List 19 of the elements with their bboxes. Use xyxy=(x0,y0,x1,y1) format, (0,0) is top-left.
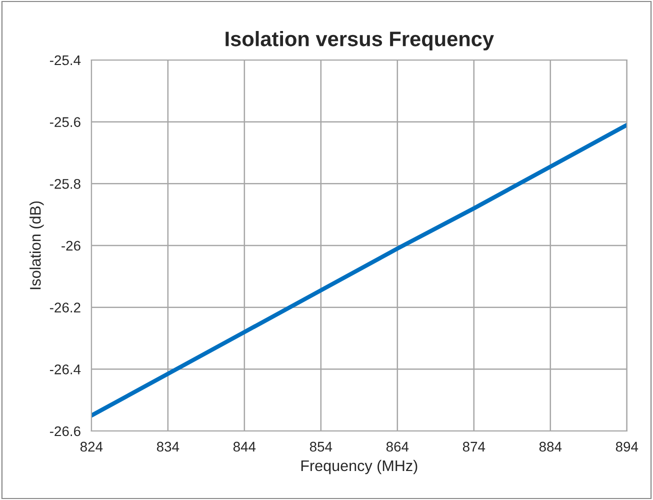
x-tick-label: 834 xyxy=(156,442,180,452)
x-tick-label: 894 xyxy=(616,442,638,452)
y-tick-label: -25.4 xyxy=(50,55,81,66)
x-axis-title: Frequency (MHz) xyxy=(301,460,418,474)
y-tick-label: -26.2 xyxy=(50,302,80,313)
x-tick-label: 824 xyxy=(80,442,103,452)
chart-title: Isolation versus Frequency xyxy=(226,31,494,50)
y-axis-title: Isolation (dB) xyxy=(30,201,44,290)
x-tick-label: 874 xyxy=(462,442,486,452)
x-tick-label: 864 xyxy=(386,442,409,452)
x-tick-label: 854 xyxy=(310,442,332,452)
y-tick-label: -26.4 xyxy=(50,364,81,374)
y-tick-label: -26.6 xyxy=(50,426,80,436)
y-tick-label: -26 xyxy=(62,240,80,251)
y-tick-label: -25.8 xyxy=(50,179,80,189)
y-tick-label: -25.6 xyxy=(50,117,80,128)
x-tick-label: 884 xyxy=(539,442,562,452)
x-tick-label: 844 xyxy=(233,442,256,452)
line-series xyxy=(91,122,627,418)
